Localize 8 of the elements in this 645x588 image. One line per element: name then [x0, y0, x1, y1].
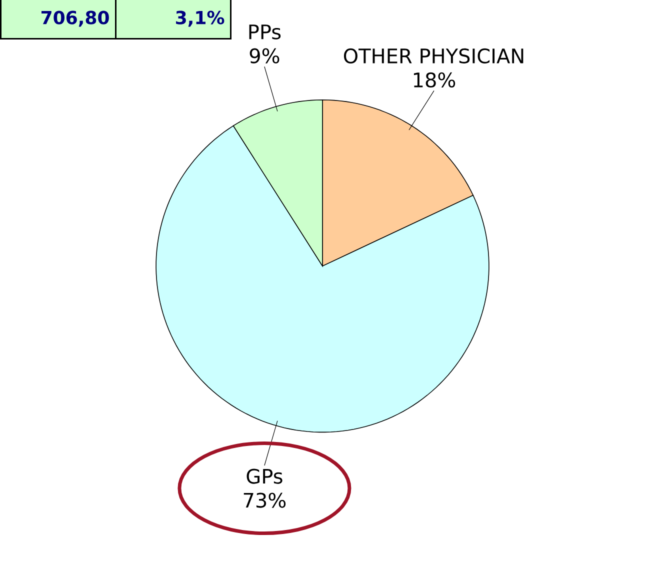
text: 3,1%: [176, 10, 224, 27]
data-label: 9%: [250, 48, 280, 64]
data-label: 18%: [414, 72, 456, 88]
slice-label: PPs: [249, 24, 281, 40]
slice-label: GPs: [246, 468, 282, 484]
slice-label: OTHER PHYSICIAN: [344, 48, 524, 64]
data-label: 73%: [244, 492, 286, 508]
text: 706,80: [42, 10, 109, 27]
